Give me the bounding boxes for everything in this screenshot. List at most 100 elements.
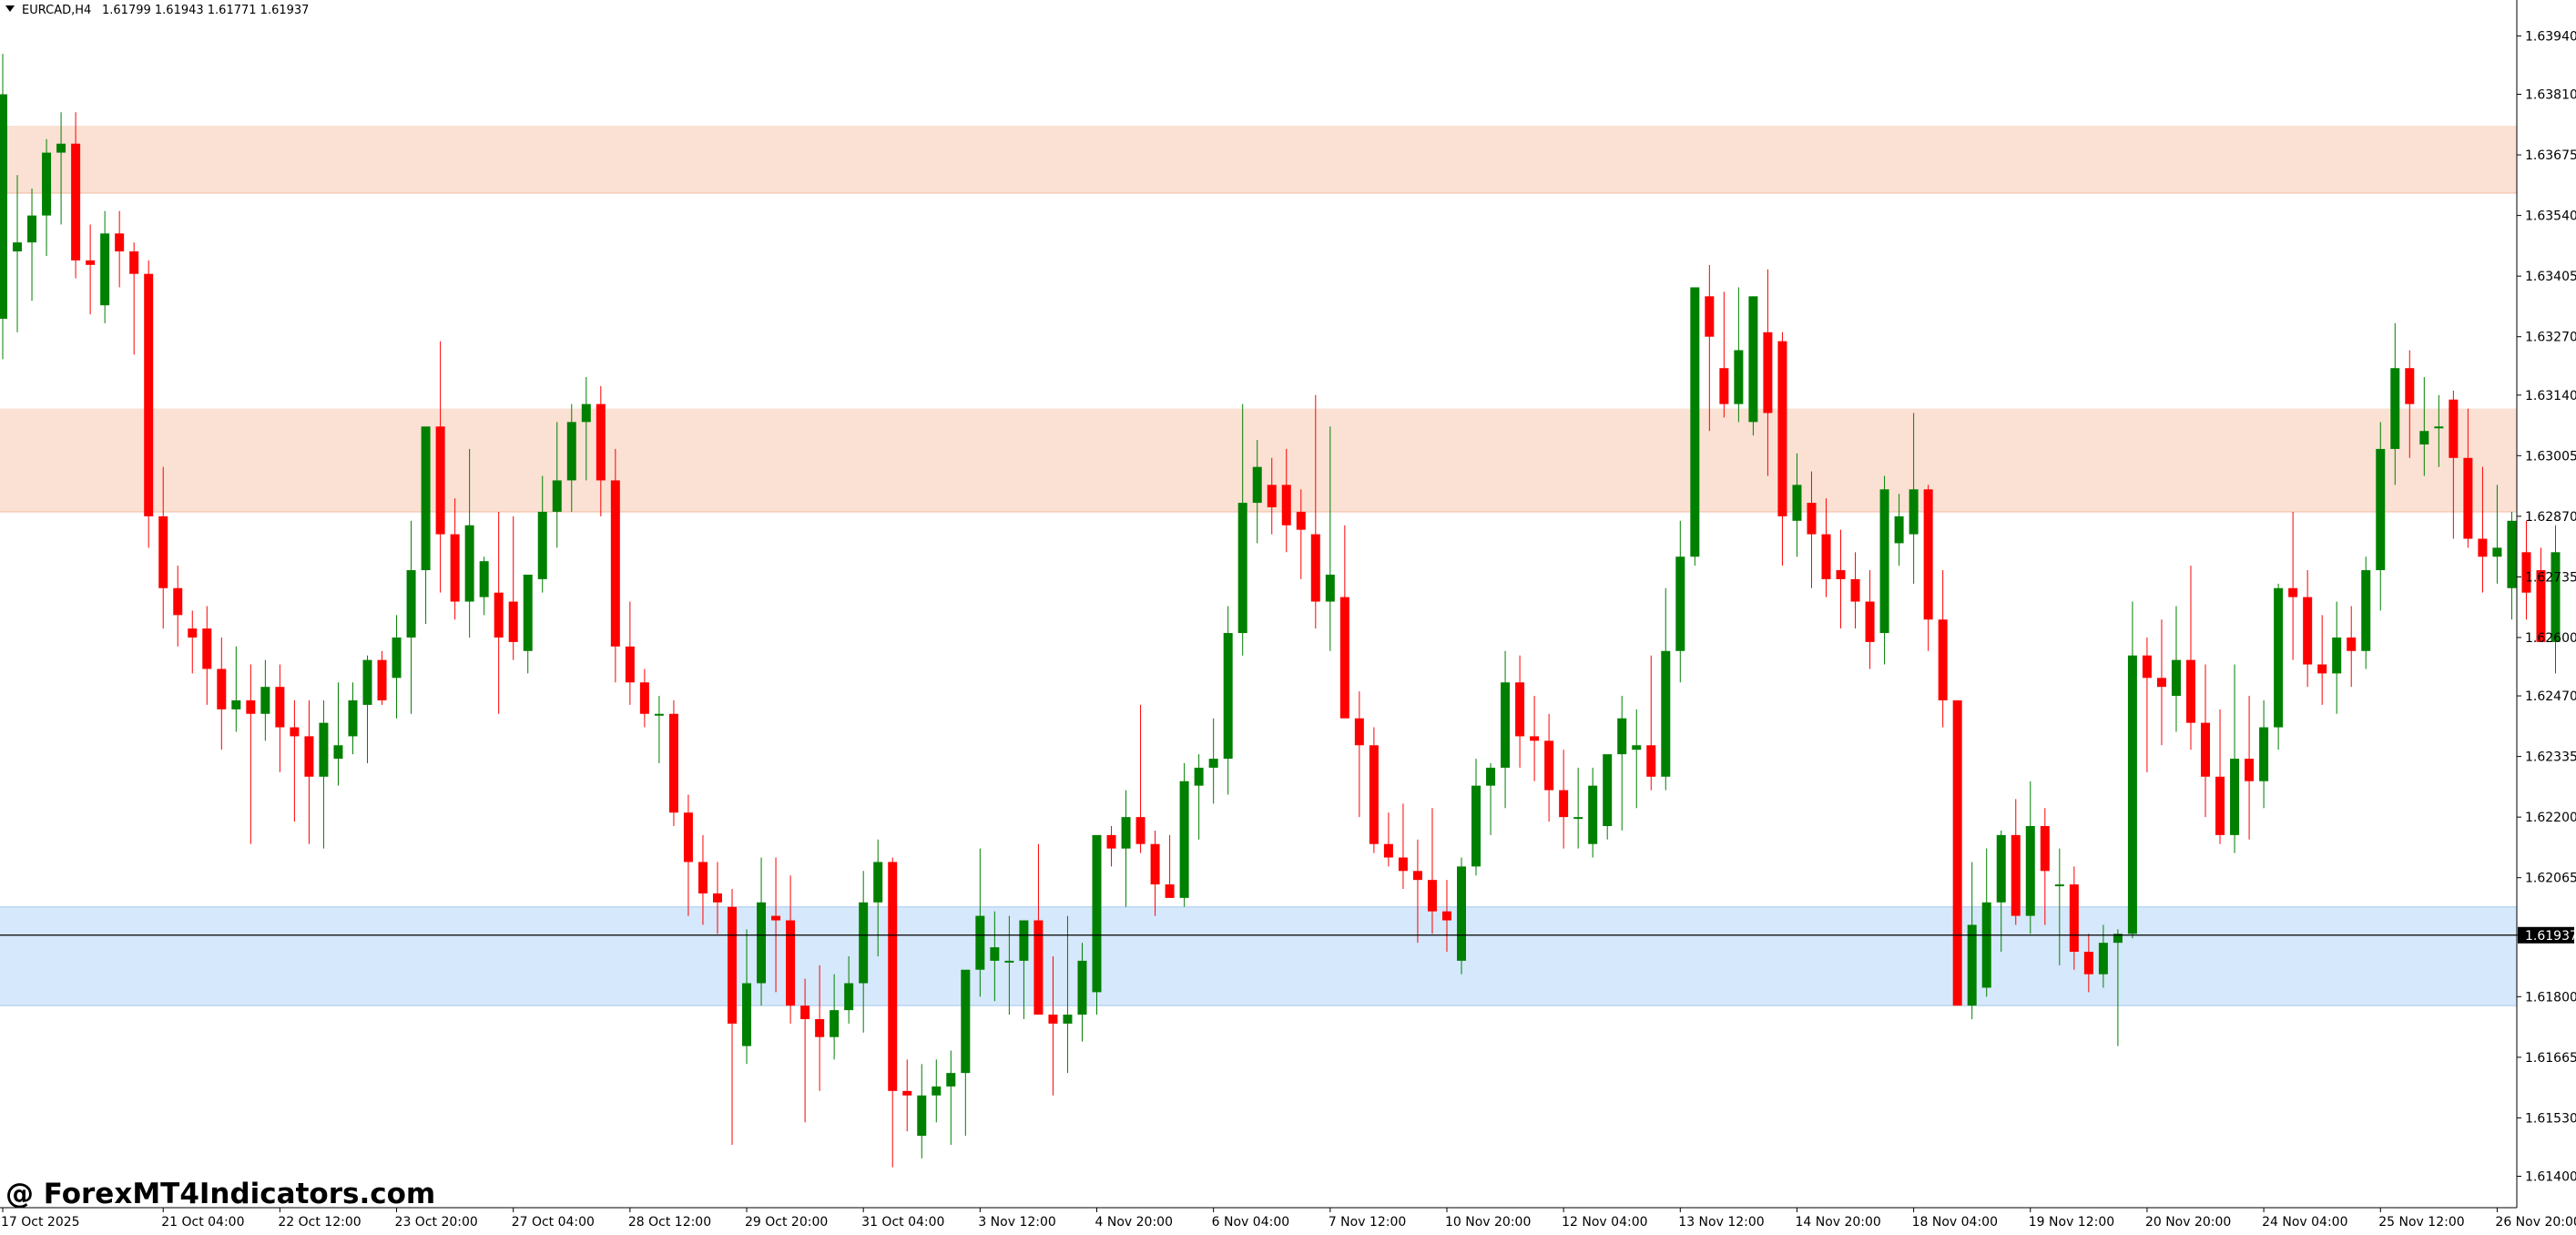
candle bbox=[537, 475, 547, 593]
candle bbox=[56, 112, 66, 225]
time-tick-label: 14 Nov 20:00 bbox=[1795, 1215, 1880, 1230]
time-tick-label: 18 Nov 04:00 bbox=[1912, 1215, 1998, 1230]
candle-body bbox=[1559, 790, 1569, 818]
candle-body bbox=[2215, 776, 2225, 835]
candle-body bbox=[27, 215, 37, 243]
candle bbox=[1369, 727, 1379, 853]
price-tick-label: 1.62735 bbox=[2525, 570, 2576, 585]
time-tick-label: 13 Nov 12:00 bbox=[1678, 1215, 1764, 1230]
candle bbox=[683, 794, 693, 916]
candle-body bbox=[2449, 399, 2459, 458]
candle-body bbox=[2492, 547, 2502, 557]
candle-body bbox=[71, 143, 81, 260]
candle bbox=[2171, 606, 2181, 732]
candle bbox=[728, 889, 737, 1145]
time-tick-label: 31 Oct 04:00 bbox=[861, 1215, 944, 1230]
candle bbox=[1865, 570, 1875, 669]
candle-body bbox=[1354, 718, 1364, 746]
candle-body bbox=[1661, 650, 1671, 777]
candle-body bbox=[319, 722, 329, 777]
candle-body bbox=[1339, 597, 1349, 719]
candle-body bbox=[2186, 659, 2195, 723]
price-tick-label: 1.63940 bbox=[2525, 29, 2576, 44]
price-tick-label: 1.62200 bbox=[2525, 811, 2576, 825]
candle bbox=[348, 682, 358, 755]
candles-layer bbox=[0, 54, 2561, 1168]
candle-body bbox=[333, 745, 343, 760]
candle-body bbox=[1252, 466, 1262, 504]
candle bbox=[2492, 485, 2502, 584]
candle bbox=[2186, 566, 2195, 750]
current-price-badge bbox=[2518, 926, 2574, 944]
candle-body bbox=[859, 902, 869, 984]
candle-body bbox=[2405, 368, 2415, 404]
candle-body bbox=[2332, 637, 2342, 674]
time-tick-label: 3 Nov 12:00 bbox=[978, 1215, 1055, 1230]
candle bbox=[1981, 848, 1991, 997]
candle bbox=[2434, 394, 2444, 467]
candle bbox=[2551, 525, 2561, 674]
candle bbox=[1646, 655, 1656, 791]
candle-body bbox=[2040, 826, 2050, 872]
time-tick-label: 6 Nov 04:00 bbox=[1212, 1215, 1289, 1230]
candle bbox=[86, 224, 96, 315]
candle bbox=[1427, 808, 1437, 934]
candle bbox=[188, 610, 198, 674]
candle bbox=[2317, 615, 2327, 705]
candle-body bbox=[1150, 843, 1160, 885]
candle-body bbox=[946, 1073, 956, 1087]
candle-body bbox=[1501, 682, 1511, 768]
candle-body bbox=[2288, 587, 2298, 597]
candle bbox=[1632, 709, 1642, 809]
candle bbox=[494, 511, 504, 714]
candle bbox=[1194, 754, 1204, 840]
candle-body bbox=[464, 525, 474, 602]
candle-body bbox=[2083, 952, 2093, 975]
candle-body bbox=[654, 713, 664, 716]
candle bbox=[2215, 709, 2225, 844]
candle bbox=[479, 556, 489, 616]
candle-body bbox=[56, 143, 66, 153]
price-tick-label: 1.63675 bbox=[2525, 148, 2576, 163]
candle bbox=[712, 862, 722, 934]
chevron-down-icon[interactable] bbox=[5, 5, 15, 12]
candle bbox=[1135, 704, 1145, 853]
candle-body bbox=[275, 687, 285, 728]
candle-body bbox=[1325, 574, 1335, 602]
candle bbox=[2376, 422, 2386, 611]
candle-body bbox=[2419, 431, 2429, 445]
candle-body bbox=[2025, 826, 2035, 916]
candle bbox=[1106, 826, 1116, 867]
candle bbox=[1996, 830, 2006, 953]
candle bbox=[771, 857, 781, 993]
candle-body bbox=[2303, 597, 2313, 665]
time-tick-label: 4 Nov 20:00 bbox=[1095, 1215, 1173, 1230]
price-tick-label: 1.61800 bbox=[2525, 990, 2576, 1005]
candle bbox=[1777, 332, 1787, 566]
candle-body bbox=[1719, 368, 1729, 404]
candle bbox=[902, 1059, 912, 1132]
candle bbox=[1354, 691, 1364, 818]
candle-body bbox=[2259, 727, 2269, 781]
candle bbox=[625, 601, 635, 705]
candle bbox=[304, 699, 314, 844]
candle bbox=[1530, 696, 1540, 781]
candle-body bbox=[2551, 552, 2561, 642]
candle-body bbox=[2274, 587, 2284, 728]
time-tick-label: 12 Nov 04:00 bbox=[1562, 1215, 1647, 1230]
candle bbox=[13, 175, 23, 332]
candle bbox=[129, 242, 139, 355]
price-tick-label: 1.63270 bbox=[2525, 331, 2576, 345]
candle-body bbox=[129, 251, 139, 274]
current-price-label: 1.61937 bbox=[2525, 929, 2576, 944]
candle bbox=[873, 839, 883, 956]
candle-body bbox=[1850, 578, 1860, 602]
candle bbox=[2274, 583, 2284, 750]
time-tick-label: 28 Oct 12:00 bbox=[628, 1215, 711, 1230]
candle bbox=[844, 955, 854, 1024]
watermark-text: @ ForexMT4Indicators.com bbox=[5, 1178, 435, 1210]
candle bbox=[2113, 929, 2123, 1046]
